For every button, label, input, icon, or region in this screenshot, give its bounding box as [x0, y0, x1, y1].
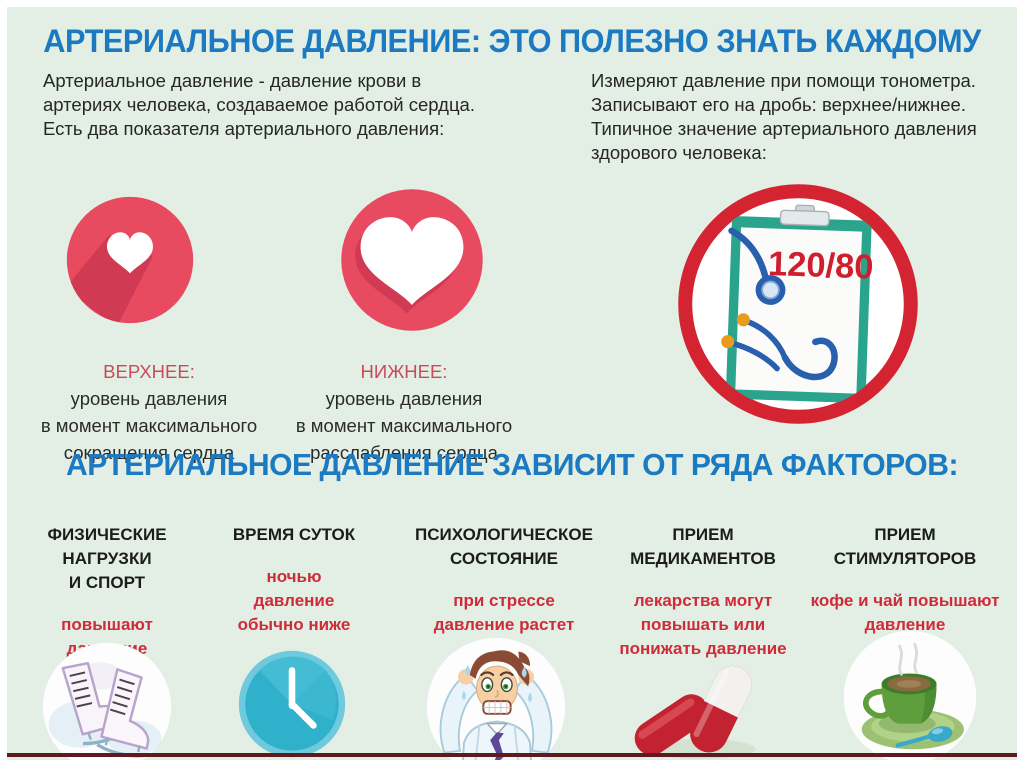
diastolic-label: НИЖНЕЕ: [360, 361, 448, 382]
intro-left-paragraph: Артериальное давление - давление крови в… [43, 70, 475, 139]
pills-icon [634, 665, 756, 759]
factor-name: ПРИЕМ СТИМУЛЯТОРОВ [833, 525, 977, 568]
factor-effect: ночью давление обычно ниже [237, 567, 351, 634]
factor-name: ПСИХОЛОГИЧЕСКОЕ СОСТОЯНИЕ [415, 525, 593, 568]
factor-name: ПРИЕМ МЕДИКАМЕНТОВ [630, 525, 776, 568]
systolic-caption: ВЕРХНЕЕ: уровень давления в момент макси… [15, 331, 283, 466]
systolic-label: ВЕРХНЕЕ: [103, 361, 195, 382]
clock-icon [238, 650, 346, 758]
factor-time-of-day: ВРЕМЯ СУТОК ночью давление обычно ниже [202, 505, 386, 655]
tea-cup-icon [843, 630, 977, 760]
factors-title: АРТЕРИАЛЬНОЕ ДАВЛЕНИЕ ЗАВИСИТ ОТ РЯДА ФА… [66, 447, 958, 482]
factor-medications: ПРИЕМ МЕДИКАМЕНТОВ лекарства могут повыш… [605, 505, 801, 679]
stethoscope [721, 227, 838, 381]
small-heart-in-red-circle-icon [66, 196, 194, 324]
diastolic-caption: НИЖНЕЕ: уровень давления в момент максим… [279, 331, 529, 466]
factor-psychological-state: ПСИХОЛОГИЧЕСКОЕ СОСТОЯНИЕ при стрессе да… [402, 505, 606, 655]
clipboard: 120/80 [721, 204, 874, 404]
large-heart-in-red-circle-icon [341, 189, 483, 331]
pressure-reading: 120/80 [767, 245, 874, 287]
stressed-man-icon [426, 637, 566, 760]
factor-effect: при стрессе давление растет [433, 591, 575, 634]
factor-name: ВРЕМЯ СУТОК [232, 525, 356, 544]
factor-effect: лекарства могут повышать или понижать да… [619, 591, 787, 658]
diastolic-text: уровень давления в момент максимального … [295, 388, 513, 463]
page-title: АРТЕРИАЛЬНОЕ ДАВЛЕНИЕ: ЭТО ПОЛЕЗНО ЗНАТЬ… [43, 23, 981, 59]
factor-effect: кофе и чай повышают давление [810, 591, 1000, 634]
factor-stimulants: ПРИЕМ СТИМУЛЯТОРОВ кофе и чай повышают д… [795, 505, 1015, 655]
bottom-divider [7, 753, 1017, 757]
intro-right-paragraph: Измеряют давление при помощи тонометра. … [591, 70, 977, 163]
ice-skates-icon [42, 642, 172, 760]
factor-name: ФИЗИЧЕСКИЕ НАГРУЗКИ И СПОРТ [47, 525, 167, 592]
systolic-text: уровень давления в момент максимального … [40, 388, 258, 463]
clipboard-stethoscope-icon: 120/80 [678, 184, 918, 424]
